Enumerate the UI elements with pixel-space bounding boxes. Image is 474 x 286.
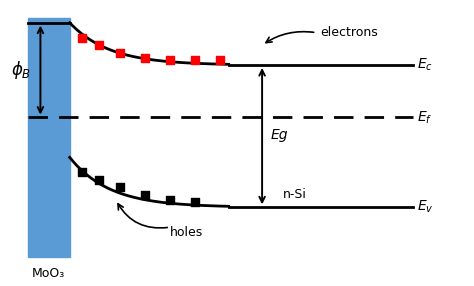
Point — [95, 43, 103, 47]
Text: MoO₃: MoO₃ — [32, 267, 65, 280]
Point — [116, 50, 124, 55]
Bar — [28, 18, 70, 257]
Text: electrons: electrons — [320, 26, 378, 39]
Point — [166, 58, 174, 62]
Text: n-Si: n-Si — [283, 188, 307, 201]
Text: Eg: Eg — [271, 128, 288, 142]
Point — [141, 55, 149, 60]
Point — [217, 58, 224, 62]
Point — [141, 192, 149, 197]
Point — [95, 178, 103, 182]
Text: $E_v$: $E_v$ — [417, 199, 434, 215]
Point — [79, 35, 86, 40]
Text: $E_c$: $E_c$ — [417, 57, 433, 73]
Text: $\phi_B$: $\phi_B$ — [11, 59, 31, 81]
Text: $E_f$: $E_f$ — [417, 109, 432, 126]
Point — [191, 200, 199, 204]
Point — [116, 185, 124, 190]
Text: holes: holes — [170, 226, 203, 239]
Point — [191, 58, 199, 62]
Point — [79, 170, 86, 175]
Point — [166, 197, 174, 202]
